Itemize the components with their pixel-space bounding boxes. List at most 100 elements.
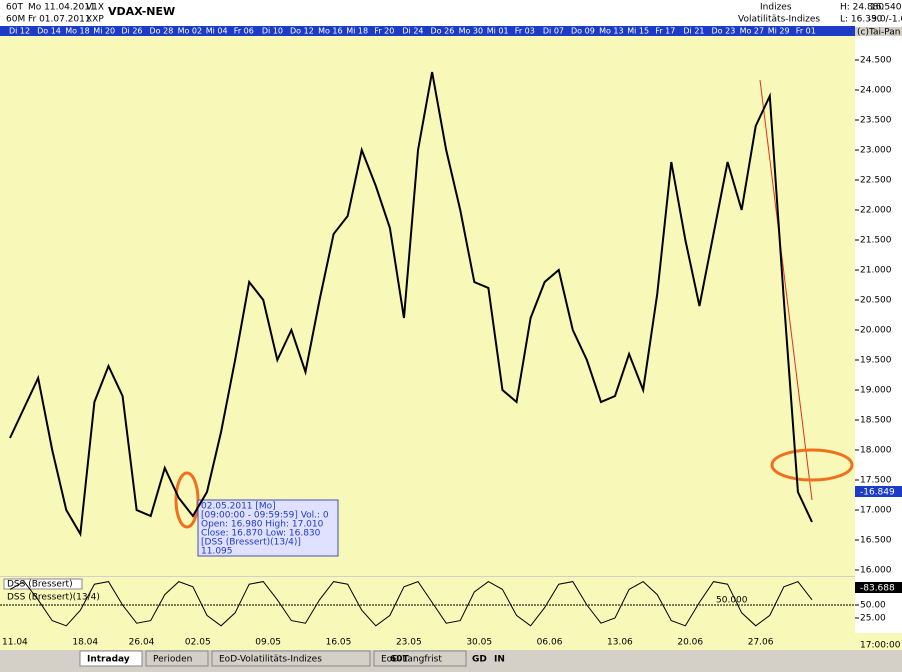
highlight <box>770 448 854 482</box>
day-label: Mo 02 <box>178 27 203 36</box>
tab-label[interactable]: EoD-Volatilitäts-Indizes <box>219 655 322 665</box>
day-label: Di 26 <box>121 27 142 36</box>
tooltip-line: [DSS (Bressert)(13/4)] <box>201 538 301 548</box>
y-tick-label: 24.000 <box>860 86 892 96</box>
day-label: Fr 01 <box>796 27 816 36</box>
reference-label: 50.000 <box>716 596 748 606</box>
chart-title: VDAX-NEW <box>108 5 175 18</box>
tab[interactable] <box>145 650 209 667</box>
day-label: Mo 13 <box>599 27 624 36</box>
day-label: Fr 06 <box>234 27 254 36</box>
y-tick-label: 23.500 <box>860 116 892 126</box>
low: L: 16.330 <box>840 15 883 25</box>
dss-value-box <box>855 582 902 593</box>
tab-label[interactable]: EoD-Langfrist <box>381 655 442 665</box>
day-label: Mo 30 <box>459 27 484 36</box>
subgroup: Volatilitäts-Indizes <box>738 15 820 25</box>
day-label: Mi 20 <box>93 27 115 36</box>
y-tick-label: 23.000 <box>860 146 892 156</box>
toolbar-item[interactable]: GD <box>472 655 487 665</box>
y-tick-label: 24.500 <box>860 56 892 66</box>
x-tick-label: 02.05 <box>185 638 211 648</box>
x-tick-label: 20.06 <box>677 638 703 648</box>
y-tick-label: 22.500 <box>860 176 892 186</box>
date-axis <box>0 633 902 650</box>
y-tick-label: 17.500 <box>860 476 892 486</box>
tooltip-line: Open: 16.980 High: 17.010 <box>201 520 324 530</box>
tab[interactable] <box>79 650 143 667</box>
last: 16.540 <box>870 3 902 13</box>
x-tick-label: 06.06 <box>537 638 563 648</box>
y-tick-label: 25.00 <box>860 614 886 624</box>
y-tick-label: 19.000 <box>860 386 892 396</box>
x-tick-label: 23.05 <box>396 638 422 648</box>
day-label: Mi 18 <box>346 27 368 36</box>
high: H: 24.880 <box>840 3 884 13</box>
indicator-button-label[interactable]: DSS (Bressert) <box>7 580 73 590</box>
period2: 60M <box>6 15 25 25</box>
copyright: (c)Tai-Pan <box>857 28 900 38</box>
y-tick-label: 21.000 <box>860 266 892 276</box>
y-tick-label: 19.500 <box>860 356 892 366</box>
day-label: Di 07 <box>543 27 564 36</box>
y-tick-label: 18.500 <box>860 416 892 426</box>
code: XXP <box>86 15 104 25</box>
day-label: Do 14 <box>37 27 61 36</box>
y-tick-label: 20.500 <box>860 296 892 306</box>
group: Indizes <box>760 3 792 13</box>
x-tick-label: 13.06 <box>607 638 633 648</box>
y-tick-label: 18.000 <box>860 446 892 456</box>
day-label: Do 23 <box>712 27 736 36</box>
series-line <box>9 580 813 627</box>
to-date: Fr 01.07.2011 <box>28 15 91 25</box>
day-label: Mi 29 <box>768 27 790 36</box>
x-tick-label: 16.05 <box>326 638 352 648</box>
from-date: Mo 11.04.2011 <box>28 3 96 13</box>
day-bar <box>0 26 855 36</box>
day-label: Di 10 <box>262 27 283 36</box>
x-tick-label: 27.06 <box>748 638 774 648</box>
change: -9.0/-1.640 <box>868 15 902 25</box>
x-tick-label: 30.05 <box>466 638 492 648</box>
header <box>0 0 902 27</box>
tooltip-line: Close: 16.870 Low: 16.830 <box>201 529 321 539</box>
day-label: Fr 20 <box>374 27 394 36</box>
y-tick-label: 17.000 <box>860 506 892 516</box>
tab-label[interactable]: Intraday <box>87 655 130 665</box>
tooltip-line: 11.095 <box>201 547 233 557</box>
price-panel <box>0 36 855 576</box>
day-label: Fr 17 <box>655 27 675 36</box>
y-tick-label: 16.500 <box>860 536 892 546</box>
day-label: Do 12 <box>290 27 314 36</box>
toolbar-item[interactable]: IN <box>494 655 505 665</box>
day-label: Mi 15 <box>627 27 649 36</box>
day-label: Do 26 <box>431 27 455 36</box>
x-tick-label: 26.04 <box>129 638 155 648</box>
day-label: Di 24 <box>402 27 423 36</box>
day-label: Mi 04 <box>206 27 228 36</box>
y-tick-label: 22.000 <box>860 206 892 216</box>
current-value: -16.849 <box>860 488 895 498</box>
day-label: Mi 01 <box>487 27 509 36</box>
tab-label[interactable]: Perioden <box>153 655 192 665</box>
tooltip-line: 02.05.2011 [Mo] <box>201 502 276 512</box>
current-value-box <box>855 486 902 497</box>
day-label: Mo 16 <box>318 27 343 36</box>
tab[interactable] <box>211 650 371 667</box>
y-tick-label: 20.000 <box>860 326 892 336</box>
tooltip <box>197 499 339 557</box>
axis-panel <box>855 36 902 633</box>
tab[interactable] <box>373 650 467 667</box>
dss-value: -83.688 <box>860 584 895 594</box>
x-tick-label: 09.05 <box>255 638 281 648</box>
indicator-button[interactable] <box>3 578 83 590</box>
day-label: Mo 27 <box>740 27 765 36</box>
y-tick-label: 21.500 <box>860 236 892 246</box>
y-tick-label: 50.00 <box>860 601 886 611</box>
series-line <box>9 71 813 538</box>
period: 60T <box>6 3 23 13</box>
day-label: Fr 03 <box>515 27 535 36</box>
time-label: 17:00:00 <box>860 641 901 651</box>
toolbar-item[interactable]: 60T <box>390 655 410 665</box>
